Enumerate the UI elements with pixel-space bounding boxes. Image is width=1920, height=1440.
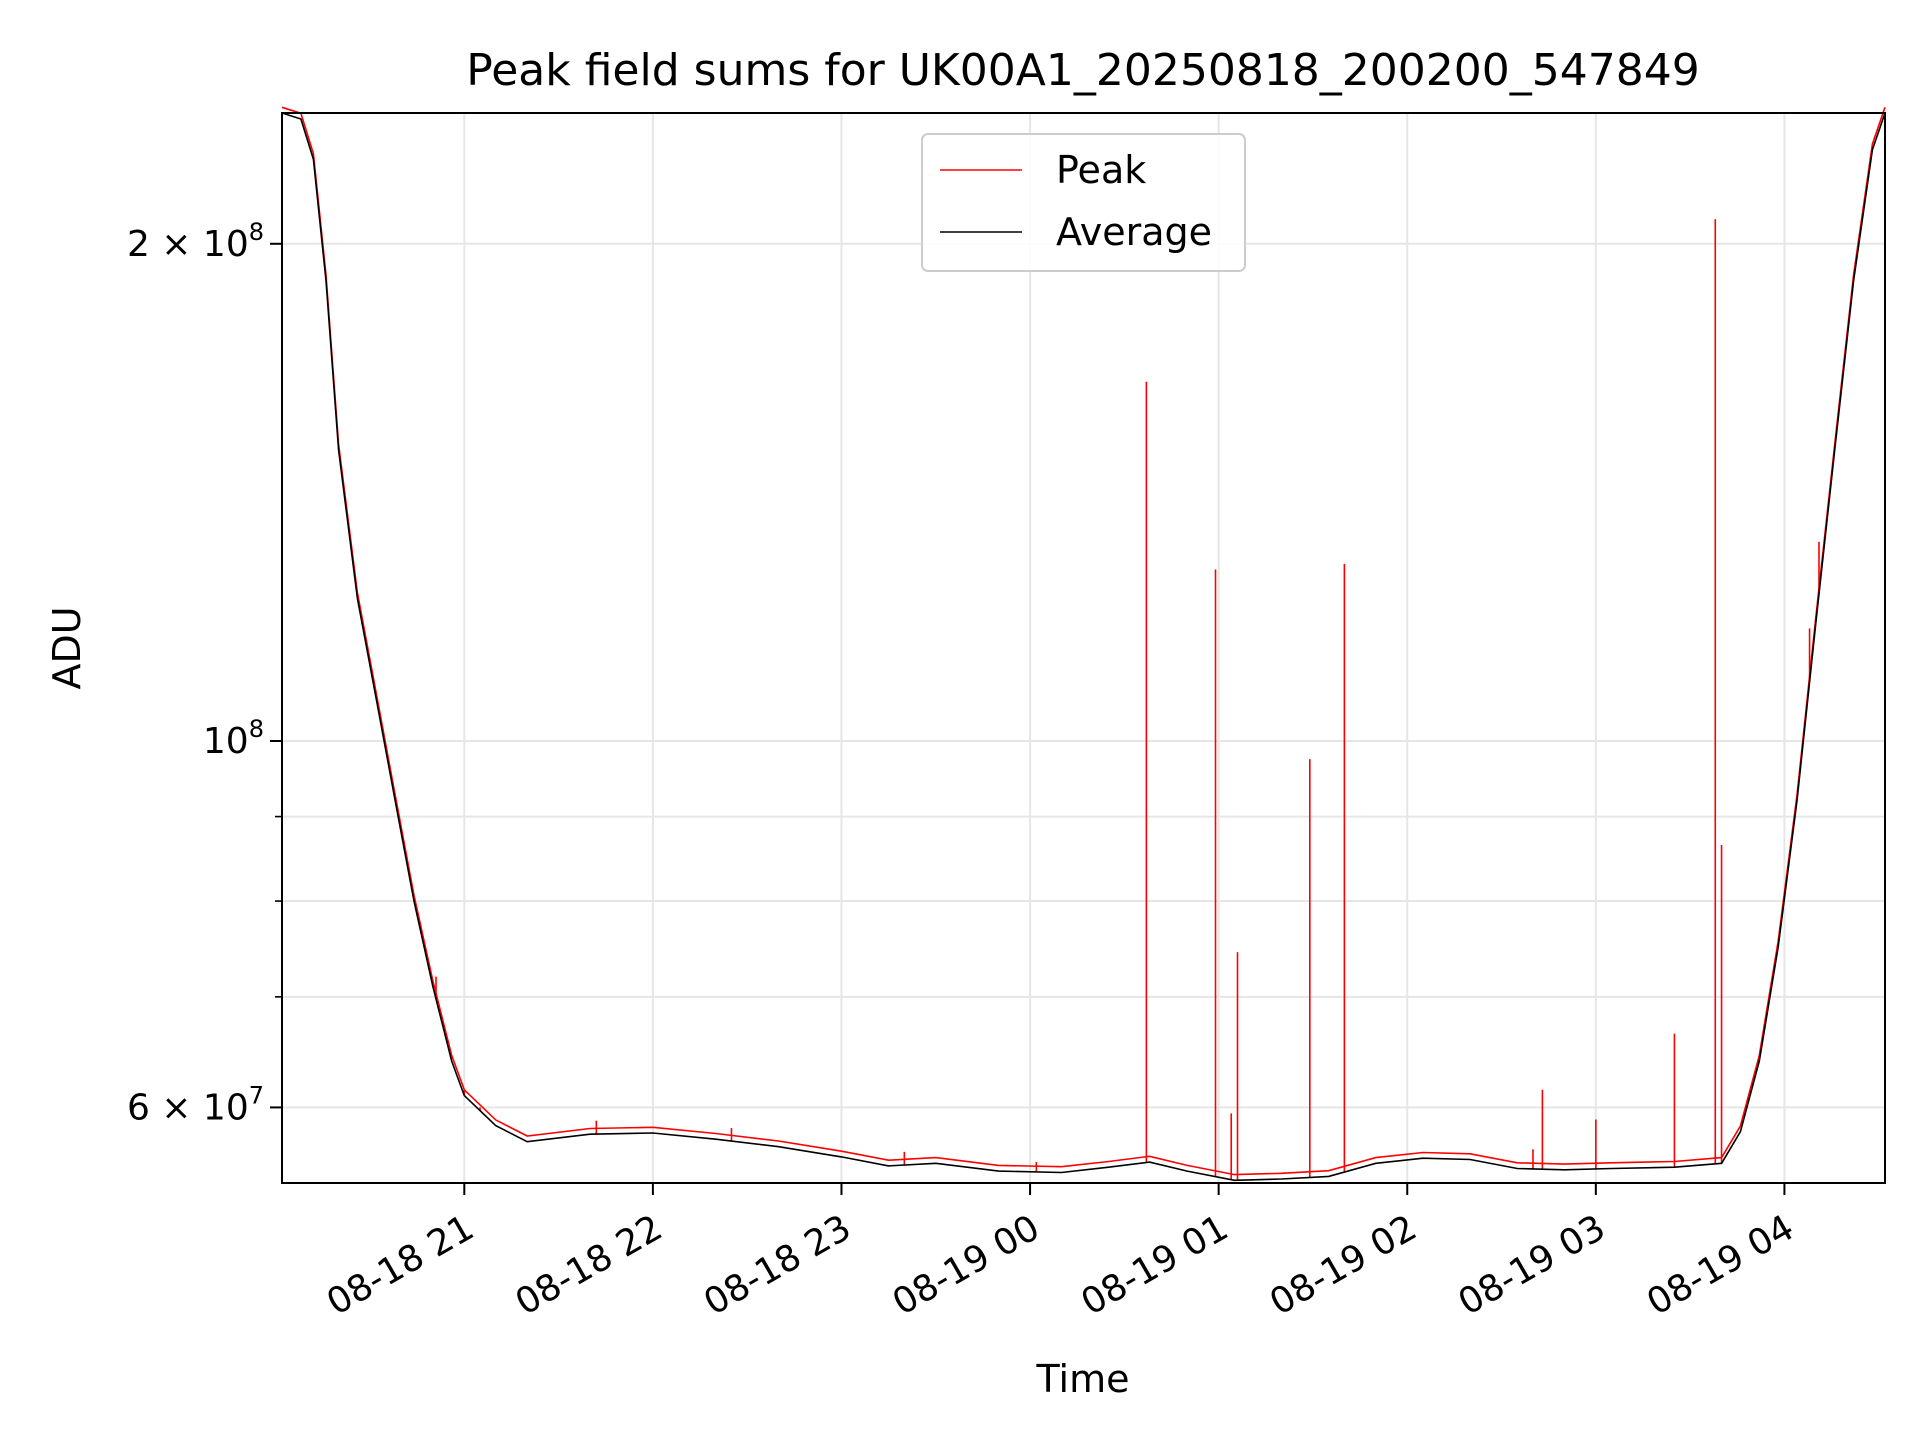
y-axis: 2 × 108 108 6 × 107 [127, 218, 282, 1128]
peak-line [281, 106, 1886, 1176]
y-tick-label: 6 × 107 [127, 1081, 264, 1128]
peak-series [281, 106, 1886, 1181]
legend-label-average: Average [1056, 210, 1212, 254]
average-series [281, 112, 1886, 1182]
y-axis-label: ADU [45, 606, 89, 689]
legend-box [921, 133, 1246, 272]
legend-label-peak: Peak [1056, 148, 1146, 192]
y-tick-label: 108 [203, 715, 264, 762]
y-tick-label: 2 × 108 [127, 218, 264, 265]
grid [282, 113, 1885, 1183]
x-axis-label: Time [1036, 1357, 1130, 1401]
chart-title: Peak field sums for UK00A1_20250818_2002… [466, 45, 1699, 96]
legend: Peak Average [921, 133, 1246, 272]
plot-frame [281, 112, 1886, 1184]
average-line [281, 112, 1886, 1182]
